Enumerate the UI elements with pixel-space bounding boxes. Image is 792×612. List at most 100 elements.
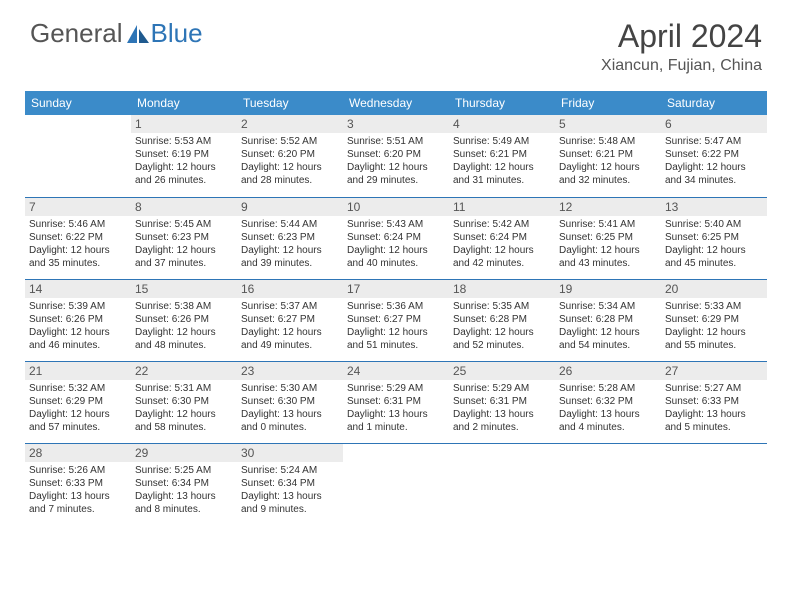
daylight-text: Daylight: 12 hours and 37 minutes. — [135, 244, 233, 270]
sunrise-text: Sunrise: 5:28 AM — [559, 382, 657, 395]
sunrise-text: Sunrise: 5:51 AM — [347, 135, 445, 148]
calendar-day-cell — [449, 443, 555, 525]
sunset-text: Sunset: 6:24 PM — [453, 231, 551, 244]
daylight-text: Daylight: 12 hours and 46 minutes. — [29, 326, 127, 352]
calendar-day-cell: 22Sunrise: 5:31 AMSunset: 6:30 PMDayligh… — [131, 361, 237, 443]
page-title: April 2024 — [601, 18, 762, 55]
sunset-text: Sunset: 6:29 PM — [665, 313, 763, 326]
calendar-day-cell: 6Sunrise: 5:47 AMSunset: 6:22 PMDaylight… — [661, 115, 767, 197]
sunrise-text: Sunrise: 5:33 AM — [665, 300, 763, 313]
daylight-text: Daylight: 12 hours and 42 minutes. — [453, 244, 551, 270]
sunrise-text: Sunrise: 5:42 AM — [453, 218, 551, 231]
daylight-text: Daylight: 13 hours and 8 minutes. — [135, 490, 233, 516]
sunset-text: Sunset: 6:21 PM — [559, 148, 657, 161]
calendar-day-cell: 8Sunrise: 5:45 AMSunset: 6:23 PMDaylight… — [131, 197, 237, 279]
daylight-text: Daylight: 13 hours and 2 minutes. — [453, 408, 551, 434]
daylight-text: Daylight: 12 hours and 49 minutes. — [241, 326, 339, 352]
calendar-week-row: 14Sunrise: 5:39 AMSunset: 6:26 PMDayligh… — [25, 279, 767, 361]
day-details: Sunrise: 5:39 AMSunset: 6:26 PMDaylight:… — [29, 300, 127, 352]
sunset-text: Sunset: 6:28 PM — [453, 313, 551, 326]
day-number: 26 — [555, 362, 661, 380]
sunset-text: Sunset: 6:33 PM — [665, 395, 763, 408]
day-details: Sunrise: 5:26 AMSunset: 6:33 PMDaylight:… — [29, 464, 127, 516]
sunrise-text: Sunrise: 5:37 AM — [241, 300, 339, 313]
sunrise-text: Sunrise: 5:31 AM — [135, 382, 233, 395]
calendar-day-cell: 21Sunrise: 5:32 AMSunset: 6:29 PMDayligh… — [25, 361, 131, 443]
calendar-day-cell: 30Sunrise: 5:24 AMSunset: 6:34 PMDayligh… — [237, 443, 343, 525]
daylight-text: Daylight: 12 hours and 52 minutes. — [453, 326, 551, 352]
calendar-day-cell: 12 Sunrise: 5:41 AMSunset: 6:25 PMDayligh… — [555, 197, 661, 279]
day-number: 5 — [555, 115, 661, 133]
logo-text-blue: Blue — [151, 18, 203, 49]
calendar-table: Sunday Monday Tuesday Wednesday Thursday… — [25, 91, 767, 525]
title-block: April 2024 Xiancun, Fujian, China — [601, 18, 762, 75]
day-number: 6 — [661, 115, 767, 133]
day-details: Sunrise: 5:46 AMSunset: 6:22 PMDaylight:… — [29, 218, 127, 270]
sunset-text: Sunset: 6:24 PM — [347, 231, 445, 244]
sunrise-text: Sunrise: 5:27 AM — [665, 382, 763, 395]
sunset-text: Sunset: 6:29 PM — [29, 395, 127, 408]
daylight-text: Daylight: 12 hours and 28 minutes. — [241, 161, 339, 187]
daylight-text: Daylight: 12 hours and 31 minutes. — [453, 161, 551, 187]
day-details: Sunrise: 5:49 AMSunset: 6:21 PMDaylight:… — [453, 135, 551, 187]
day-details: Sunrise: 5:51 AMSunset: 6:20 PMDaylight:… — [347, 135, 445, 187]
calendar-day-cell: 11Sunrise: 5:42 AMSunset: 6:24 PMDayligh… — [449, 197, 555, 279]
day-number: 13 — [661, 198, 767, 216]
sunrise-text: Sunrise: 5:29 AM — [347, 382, 445, 395]
sunrise-text: Sunrise: 5:53 AM — [135, 135, 233, 148]
day-number: 10 — [343, 198, 449, 216]
sunset-text: Sunset: 6:31 PM — [453, 395, 551, 408]
sunset-text: Sunset: 6:26 PM — [29, 313, 127, 326]
day-details: Sunrise: 5:41 AMSunset: 6:25 PMDaylight:… — [559, 218, 657, 270]
day-number: 15 — [131, 280, 237, 298]
day-number: 28 — [25, 444, 131, 462]
calendar-day-cell: 10Sunrise: 5:43 AMSunset: 6:24 PMDayligh… — [343, 197, 449, 279]
calendar-day-cell: 20Sunrise: 5:33 AMSunset: 6:29 PMDayligh… — [661, 279, 767, 361]
day-details: Sunrise: 5:37 AMSunset: 6:27 PMDaylight:… — [241, 300, 339, 352]
sunset-text: Sunset: 6:32 PM — [559, 395, 657, 408]
sunrise-text: Sunrise: 5:38 AM — [135, 300, 233, 313]
sunrise-text: Sunrise: 5:49 AM — [453, 135, 551, 148]
weekday-header-row: Sunday Monday Tuesday Wednesday Thursday… — [25, 91, 767, 115]
sunset-text: Sunset: 6:22 PM — [29, 231, 127, 244]
daylight-text: Daylight: 13 hours and 1 minute. — [347, 408, 445, 434]
sunset-text: Sunset: 6:27 PM — [241, 313, 339, 326]
sunset-text: Sunset: 6:25 PM — [559, 231, 657, 244]
day-number: 25 — [449, 362, 555, 380]
calendar-day-cell: 28 Sunrise: 5:26 AMSunset: 6:33 PMDayligh… — [25, 443, 131, 525]
daylight-text: Daylight: 12 hours and 48 minutes. — [135, 326, 233, 352]
logo: General Blue — [30, 18, 203, 49]
calendar-day-cell: 19Sunrise: 5:34 AMSunset: 6:28 PMDayligh… — [555, 279, 661, 361]
sunrise-text: Sunrise: 5:29 AM — [453, 382, 551, 395]
calendar-day-cell: 9Sunrise: 5:44 AMSunset: 6:23 PMDaylight… — [237, 197, 343, 279]
calendar-day-cell — [661, 443, 767, 525]
daylight-text: Daylight: 12 hours and 32 minutes. — [559, 161, 657, 187]
calendar-day-cell: 7Sunrise: 5:46 AMSunset: 6:22 PMDaylight… — [25, 197, 131, 279]
calendar-day-cell: 16Sunrise: 5:37 AMSunset: 6:27 PMDayligh… — [237, 279, 343, 361]
calendar-week-row: 28 Sunrise: 5:26 AMSunset: 6:33 PMDayligh… — [25, 443, 767, 525]
day-number: 2 — [237, 115, 343, 133]
calendar-day-cell: 13Sunrise: 5:40 AMSunset: 6:25 PMDayligh… — [661, 197, 767, 279]
sunrise-text: Sunrise: 5:47 AM — [665, 135, 763, 148]
calendar-day-cell: 5Sunrise: 5:48 AMSunset: 6:21 PMDaylight… — [555, 115, 661, 197]
sunrise-text: Sunrise: 5:35 AM — [453, 300, 551, 313]
calendar-day-cell: 27Sunrise: 5:27 AMSunset: 6:33 PMDayligh… — [661, 361, 767, 443]
day-details: Sunrise: 5:29 AMSunset: 6:31 PMDaylight:… — [453, 382, 551, 434]
calendar-day-cell: 18Sunrise: 5:35 AMSunset: 6:28 PMDayligh… — [449, 279, 555, 361]
day-details: Sunrise: 5:44 AMSunset: 6:23 PMDaylight:… — [241, 218, 339, 270]
daylight-text: Daylight: 13 hours and 7 minutes. — [29, 490, 127, 516]
daylight-text: Daylight: 12 hours and 57 minutes. — [29, 408, 127, 434]
day-details: Sunrise: 5:53 AMSunset: 6:19 PMDaylight:… — [135, 135, 233, 187]
logo-sail-icon — [127, 25, 149, 43]
sunset-text: Sunset: 6:23 PM — [241, 231, 339, 244]
day-details: Sunrise: 5:42 AMSunset: 6:24 PMDaylight:… — [453, 218, 551, 270]
weekday-header: Friday — [555, 91, 661, 115]
day-number: 12 — [555, 198, 661, 216]
sunset-text: Sunset: 6:22 PM — [665, 148, 763, 161]
sunrise-text: Sunrise: 5:40 AM — [665, 218, 763, 231]
sunrise-text: Sunrise: 5:30 AM — [241, 382, 339, 395]
weekday-header: Sunday — [25, 91, 131, 115]
day-number: 4 — [449, 115, 555, 133]
daylight-text: Daylight: 12 hours and 43 minutes. — [559, 244, 657, 270]
day-number: 24 — [343, 362, 449, 380]
